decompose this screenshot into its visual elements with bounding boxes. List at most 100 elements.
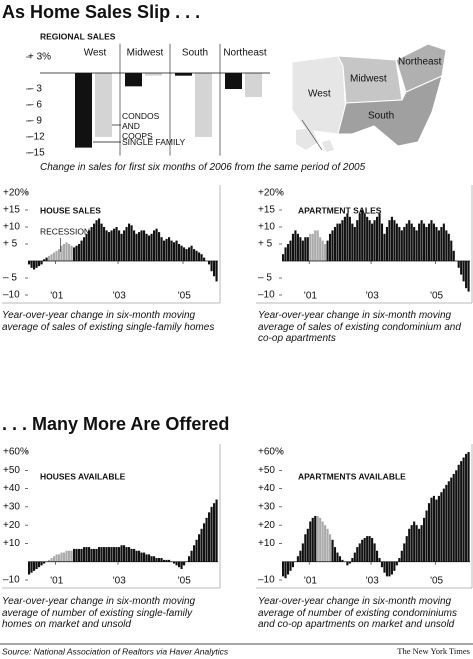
bar <box>356 547 359 562</box>
bar <box>294 230 297 261</box>
bar <box>93 548 96 562</box>
y-tick-label: +40 <box>3 483 20 494</box>
bar <box>245 73 262 97</box>
bar <box>63 244 66 261</box>
bar <box>324 525 327 562</box>
bar <box>58 554 61 562</box>
bar <box>95 548 98 562</box>
bar <box>145 233 148 261</box>
bar <box>188 247 191 261</box>
bar <box>296 556 299 562</box>
legend-entry: CONDOS AND COOPS <box>122 111 160 141</box>
y-tick-label: +20 <box>3 520 20 531</box>
bar <box>93 223 96 261</box>
bar <box>291 233 295 261</box>
bar <box>301 240 304 261</box>
bar <box>450 240 453 261</box>
bar <box>398 227 401 261</box>
bar <box>306 237 309 261</box>
y-tick-label: – 6 <box>28 100 42 111</box>
bar <box>160 558 163 562</box>
bar <box>73 548 76 562</box>
x-tick-label: '01 <box>304 291 317 302</box>
bar <box>311 233 314 261</box>
bar <box>405 536 408 562</box>
bar <box>68 550 71 562</box>
bar <box>110 230 113 261</box>
bar <box>130 225 133 261</box>
bar <box>200 254 203 261</box>
x-tick-label: '05 <box>178 291 191 302</box>
bar <box>105 547 108 562</box>
x-tick-label: '01 <box>50 576 63 587</box>
bar <box>341 220 344 261</box>
bar <box>319 237 322 261</box>
bar <box>63 552 66 562</box>
bar <box>155 558 158 562</box>
bar <box>366 216 369 261</box>
bar <box>190 550 193 562</box>
bar <box>90 548 93 562</box>
y-tick-label: + 3% <box>28 52 51 63</box>
bar <box>133 548 136 562</box>
bar <box>413 521 416 562</box>
bar <box>358 543 361 562</box>
bar <box>108 547 111 562</box>
y-tick-label: –12 <box>28 132 45 143</box>
bar <box>403 543 406 562</box>
bar <box>163 559 166 562</box>
bar <box>457 464 460 562</box>
bar <box>410 223 413 261</box>
bar <box>33 261 36 270</box>
bar <box>78 548 81 562</box>
bar <box>282 254 285 261</box>
bar <box>296 233 299 261</box>
bar <box>70 245 73 261</box>
bar <box>336 223 339 261</box>
bar <box>30 261 33 268</box>
bar <box>368 536 371 562</box>
bar <box>125 227 128 261</box>
bar <box>440 492 443 562</box>
bar <box>35 561 38 570</box>
bar <box>418 528 421 562</box>
bar <box>125 73 142 87</box>
bar <box>388 220 391 261</box>
bar <box>393 561 396 571</box>
bar <box>348 561 351 564</box>
bar <box>65 242 68 261</box>
x-tick-label: '03 <box>113 291 126 302</box>
bar <box>195 250 198 261</box>
bar <box>58 249 61 261</box>
map-label: West <box>308 89 331 100</box>
bar <box>203 523 206 562</box>
x-tick-label: '03 <box>113 576 126 587</box>
bar <box>430 497 433 562</box>
bar <box>28 561 31 575</box>
bar <box>148 554 151 562</box>
bar <box>336 552 339 562</box>
bar <box>105 230 108 261</box>
bar <box>38 261 41 267</box>
bar <box>284 247 287 261</box>
bar <box>326 240 329 261</box>
bar <box>373 543 376 562</box>
bar <box>329 233 332 261</box>
bar <box>326 528 329 562</box>
bar <box>415 525 418 562</box>
bar <box>68 244 71 261</box>
x-tick-label: '05 <box>430 291 443 302</box>
bar <box>385 227 389 261</box>
bar <box>113 228 116 261</box>
bar <box>393 220 396 261</box>
bar <box>445 484 448 562</box>
x-tick-label: '01 <box>50 291 63 302</box>
bar <box>282 561 285 577</box>
y-tick-label: +60% <box>258 447 284 458</box>
bar <box>195 539 198 562</box>
bar <box>341 559 344 562</box>
bar <box>213 503 216 562</box>
bar <box>390 216 393 261</box>
y-tick-label: +50 <box>3 465 20 476</box>
